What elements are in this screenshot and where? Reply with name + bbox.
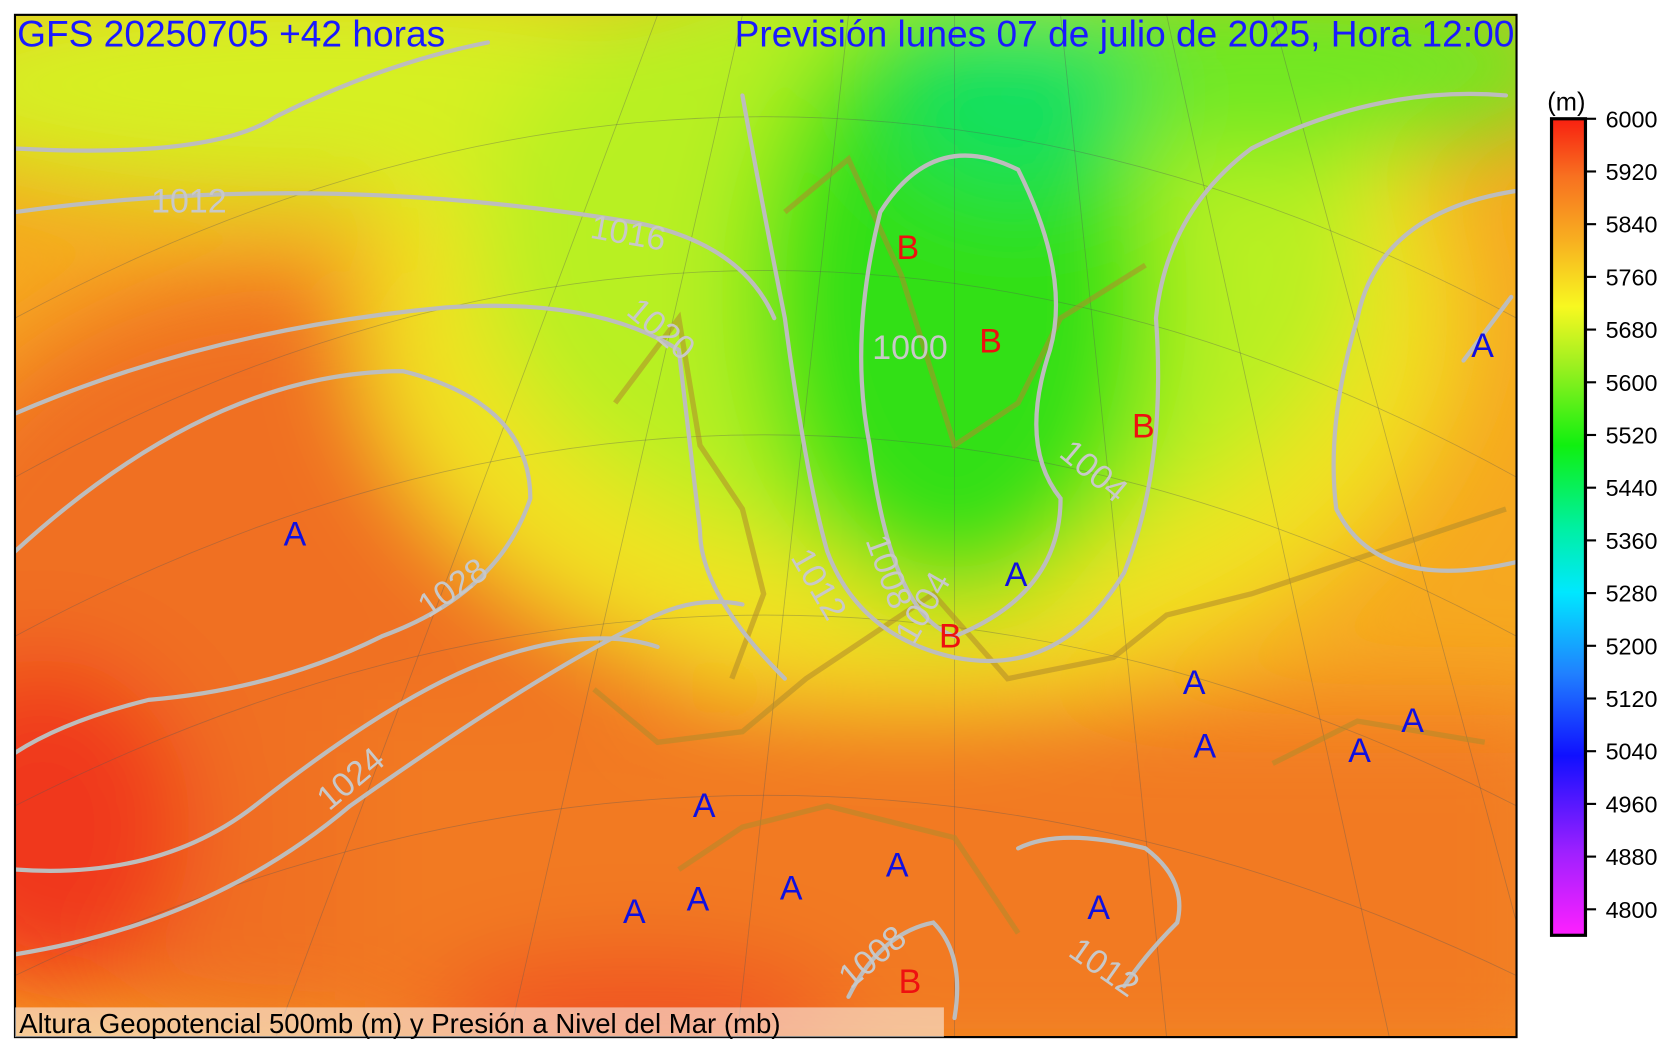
- colorbar-label: 5200: [1606, 633, 1658, 659]
- pressure-center: B: [897, 229, 920, 267]
- pressure-center: A: [687, 880, 710, 918]
- colorbar-label: 5040: [1606, 739, 1658, 765]
- pressure-center: A: [780, 870, 803, 908]
- pressure-center: A: [1401, 702, 1424, 740]
- colorbar-label: 5680: [1606, 317, 1658, 343]
- pressure-center: A: [1005, 556, 1028, 594]
- pressure-center: B: [979, 323, 1002, 361]
- colorbar-label: 5760: [1606, 264, 1658, 290]
- colorbar-label: 5520: [1606, 422, 1658, 448]
- header-right: Previsión lunes 07 de julio de 2025, Hor…: [735, 13, 1515, 55]
- pressure-center: A: [1193, 728, 1216, 766]
- colorbar-label: 5840: [1606, 212, 1658, 238]
- footer: Altura Geopotencial 500mb (m) y Presión …: [19, 1008, 780, 1039]
- field: [14, 14, 1517, 1038]
- colorbar-label: 5120: [1606, 686, 1658, 712]
- isobar-label: 1012: [151, 183, 226, 221]
- pressure-center: A: [623, 893, 646, 931]
- pressure-center: B: [939, 617, 962, 655]
- isobars: [14, 40, 1517, 1021]
- pressure-center: A: [693, 787, 716, 825]
- isobar-label: 1000: [872, 329, 947, 367]
- colorbar-unit: (m): [1547, 88, 1585, 116]
- pressure-center: B: [899, 963, 922, 1001]
- pressure-center: A: [1471, 327, 1494, 365]
- colorbar: [1549, 117, 1588, 937]
- pressure-center: A: [284, 516, 307, 554]
- footer-bg: [14, 1007, 944, 1038]
- graticule: [14, 14, 1517, 1038]
- colorbar-label: 5360: [1606, 528, 1658, 554]
- header-left: GFS 20250705 +42 horas: [17, 13, 445, 55]
- colorbar-label: 5600: [1606, 370, 1658, 396]
- colorbar-labels: 6000 5920 5840 5760 5680 5600 5520 5440 5360 5280…: [1585, 106, 1658, 923]
- colorbar-label: 5280: [1606, 581, 1658, 607]
- colorbar-label: 4800: [1606, 897, 1658, 923]
- colorbar-label: 4880: [1606, 844, 1658, 870]
- pressure-center: A: [1348, 732, 1371, 770]
- pressure-center: A: [1087, 889, 1110, 927]
- colorbar-label: 4960: [1606, 791, 1658, 817]
- pressure-center: B: [1132, 407, 1155, 445]
- colorbar-label: 6000: [1606, 106, 1658, 132]
- pressure-center: A: [886, 846, 909, 884]
- colorbar-label: 5440: [1606, 475, 1658, 501]
- pressure-center: A: [1183, 664, 1206, 702]
- colorbar-label: 5920: [1606, 159, 1658, 185]
